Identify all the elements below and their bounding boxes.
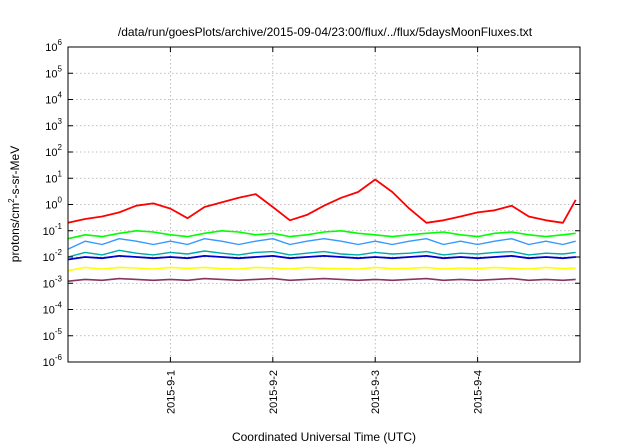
y-tick-base: 10 — [45, 68, 57, 80]
y-tick-label: 10-4 — [43, 301, 63, 317]
y-tick-label: 100 — [45, 196, 62, 212]
y-tick-exponent: -2 — [55, 248, 63, 257]
series-line-4 — [67, 254, 576, 261]
ticks: 10-610-510-410-310-210-11001011021031041… — [43, 38, 580, 414]
y-tick-base: 10 — [45, 42, 57, 54]
series-line-1 — [67, 230, 576, 240]
x-tick-label: 2015-9-2 — [268, 370, 280, 414]
y-tick-exponent: -4 — [55, 301, 63, 310]
y-tick-label: 106 — [45, 38, 62, 54]
y-axis-label-base: protons/cm — [8, 203, 22, 262]
series-layer — [67, 178, 577, 282]
y-tick-exponent: 3 — [58, 117, 63, 126]
y-tick-base: 10 — [43, 252, 55, 264]
series-line-3 — [67, 249, 576, 258]
x-tick-label: 2015-9-1 — [165, 370, 177, 414]
y-tick-label: 10-6 — [43, 353, 63, 369]
y-tick-exponent: -3 — [55, 274, 63, 283]
y-tick-label: 10-1 — [43, 222, 63, 238]
series-line-0 — [67, 178, 577, 224]
series-line-2 — [67, 237, 576, 250]
y-axis-label-rest: -s-sr-MeV — [8, 146, 22, 199]
y-tick-label: 10-2 — [43, 248, 63, 264]
y-tick-base: 10 — [45, 147, 57, 159]
y-tick-base: 10 — [43, 305, 55, 317]
x-axis-label: Coordinated Universal Time (UTC) — [232, 430, 416, 444]
y-axis-label: protons/cm2-s-sr-MeV — [7, 146, 22, 262]
y-tick-exponent: 5 — [58, 64, 63, 73]
y-tick-exponent: 4 — [58, 91, 63, 100]
y-tick-label: 10-3 — [43, 274, 63, 290]
x-tick-label: 2015-9-3 — [370, 370, 382, 414]
y-tick-base: 10 — [43, 278, 55, 290]
y-tick-base: 10 — [45, 173, 57, 185]
y-tick-exponent: -5 — [55, 327, 63, 336]
y-tick-label: 101 — [45, 169, 62, 185]
y-tick-exponent: -1 — [55, 222, 63, 231]
y-tick-exponent: -6 — [55, 353, 63, 362]
y-tick-base: 10 — [43, 357, 55, 369]
y-tick-exponent: 6 — [58, 38, 63, 47]
y-tick-base: 10 — [45, 95, 57, 107]
y-axis-label-sup: 2 — [7, 198, 16, 203]
x-tick-label: 2015-9-4 — [473, 370, 485, 414]
series-line-6 — [67, 277, 576, 282]
y-tick-base: 10 — [45, 200, 57, 212]
y-tick-exponent: 0 — [58, 196, 63, 205]
y-tick-base: 10 — [45, 121, 57, 133]
y-tick-label: 104 — [45, 91, 62, 107]
series-line-5 — [67, 266, 576, 272]
y-tick-label: 105 — [45, 64, 62, 80]
grid — [68, 47, 580, 362]
y-tick-base: 10 — [43, 331, 55, 343]
y-tick-exponent: 1 — [58, 169, 63, 178]
y-tick-label: 103 — [45, 117, 62, 133]
y-tick-label: 10-5 — [43, 327, 63, 343]
y-tick-base: 10 — [43, 226, 55, 238]
y-tick-label: 102 — [45, 143, 62, 159]
chart-title: /data/run/goesPlots/archive/2015-09-04/2… — [118, 25, 533, 39]
y-tick-exponent: 2 — [58, 143, 63, 152]
